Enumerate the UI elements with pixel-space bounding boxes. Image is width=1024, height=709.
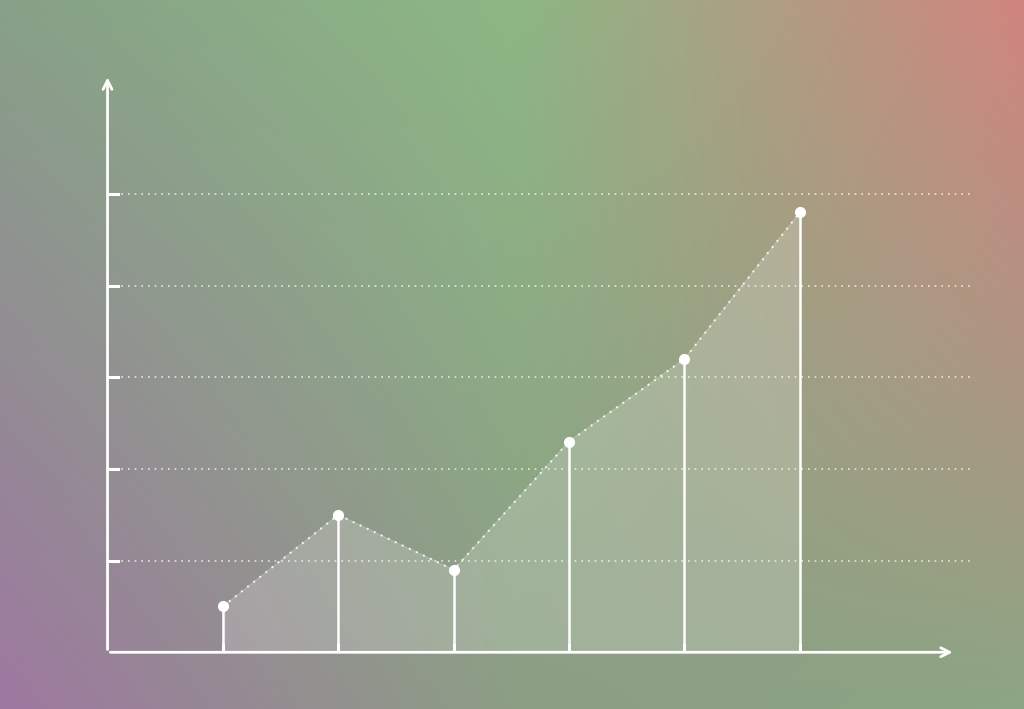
Polygon shape — [223, 213, 800, 652]
